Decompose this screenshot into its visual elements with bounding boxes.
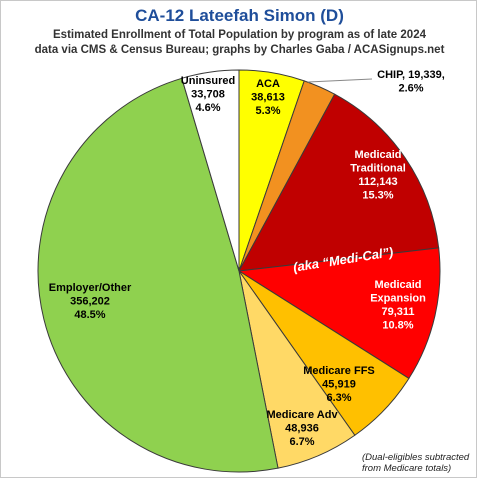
slice-label-line: Uninsured [181, 75, 235, 87]
slice-label-line: CHIP, 19,339, [377, 69, 445, 81]
slice-label-line: 15.3% [362, 190, 393, 202]
pie-slice-uninsured [181, 69, 240, 272]
slice-label-line: Employer/Other [49, 282, 132, 294]
footnote-line-1: (Dual-eligibles subtracted [362, 452, 470, 463]
slice-label-medicaid-expansion: Medicaid Expansion 79,311 10.8% [370, 279, 426, 332]
slice-label-employer-other: Employer/Other 356,202 48.5% [49, 282, 132, 321]
footnote: (Dual-eligibles subtracted from Medicare… [362, 452, 474, 474]
slice-label-line: 6.3% [326, 392, 351, 404]
slice-label-line: 38,613 [251, 92, 285, 104]
slice-label-line: Medicare FFS [303, 365, 375, 377]
slice-label-line: 79,311 [381, 306, 414, 318]
slice-label-line: Medicaid [354, 149, 401, 161]
slice-label-line: 356,202 [70, 296, 110, 308]
slice-label-line: 48,936 [285, 423, 319, 435]
slice-label-aca: ACA 38,613 5.3% [251, 78, 285, 117]
slice-label-line: 45,919 [322, 379, 356, 391]
slice-label-uninsured: Uninsured 33,708 4.6% [181, 75, 235, 114]
pie-slice-employer-other [37, 77, 279, 473]
slice-label-line: 33,708 [191, 89, 225, 101]
slice-label-medicaid-traditional: Medicaid Traditional 112,143 15.3% [350, 149, 406, 202]
footnote-line-2: from Medicare totals) [362, 463, 452, 474]
slice-label-medicare-ffs: Medicare FFS 45,919 6.3% [303, 365, 375, 404]
pie-slice-medicaid-expansion [237, 247, 441, 380]
slice-label-medicare-adv: Medicare Adv 48,936 6.7% [266, 409, 338, 448]
chart-subtitle-line-2: data via CMS & Census Bureau; graphs by … [34, 44, 445, 56]
slice-label-line: Expansion [370, 293, 426, 305]
slice-label-line: Medicaid [374, 279, 421, 291]
slice-label-line: 10.8% [382, 320, 413, 332]
slice-label-line: 48.5% [74, 309, 105, 321]
slice-label-line: 2.6% [398, 83, 423, 95]
slice-label-line: 6.7% [289, 436, 314, 448]
slice-label-line: Medicare Adv [266, 409, 338, 421]
slice-label-line: Traditional [350, 163, 406, 175]
slice-label-line: ACA [256, 78, 280, 90]
slice-label-line: 5.3% [255, 105, 280, 117]
chart-title: CA-12 Lateefah Simon (D) [135, 6, 344, 25]
slice-label-chip: CHIP, 19,339, 2.6% [377, 69, 445, 95]
slice-label-line: 4.6% [195, 102, 220, 114]
pie-slice-medicaid-traditional [238, 93, 440, 272]
chip-leader-line [307, 78, 373, 83]
chart-subtitle-line-1: Estimated Enrollment of Total Population… [53, 29, 426, 41]
slice-label-line: 112,143 [358, 176, 397, 188]
